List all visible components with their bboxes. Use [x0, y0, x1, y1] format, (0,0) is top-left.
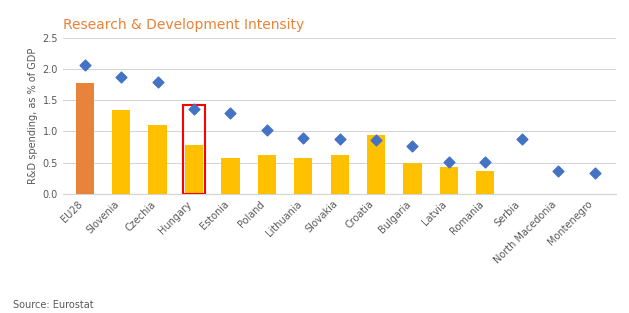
- Text: Research & Development Intensity: Research & Development Intensity: [63, 18, 304, 32]
- Point: [189, 106, 199, 111]
- Bar: [75, 83, 94, 194]
- Text: Source: Eurostat: Source: Eurostat: [13, 300, 93, 310]
- Point: [481, 160, 491, 165]
- Point: [444, 160, 454, 165]
- Bar: [440, 167, 458, 194]
- Point: [589, 171, 599, 176]
- Bar: [183, 105, 205, 194]
- Bar: [331, 155, 348, 194]
- Point: [516, 136, 526, 141]
- Point: [298, 135, 308, 140]
- Bar: [258, 155, 276, 194]
- Bar: [112, 110, 130, 194]
- Point: [116, 74, 126, 80]
- Point: [80, 63, 90, 68]
- Bar: [403, 163, 421, 194]
- Bar: [294, 158, 313, 194]
- Point: [371, 138, 381, 143]
- Y-axis label: R&D spending, as % of GDP: R&D spending, as % of GDP: [28, 48, 38, 184]
- Bar: [221, 158, 240, 194]
- Bar: [367, 135, 385, 194]
- Bar: [185, 145, 203, 194]
- Point: [553, 168, 563, 173]
- Bar: [148, 125, 167, 194]
- Legend: 2000, 2017: 2000, 2017: [286, 312, 393, 313]
- Point: [153, 80, 163, 85]
- Point: [335, 136, 345, 141]
- Point: [262, 127, 272, 132]
- Point: [225, 111, 235, 116]
- Bar: [476, 171, 494, 194]
- Point: [408, 144, 418, 149]
